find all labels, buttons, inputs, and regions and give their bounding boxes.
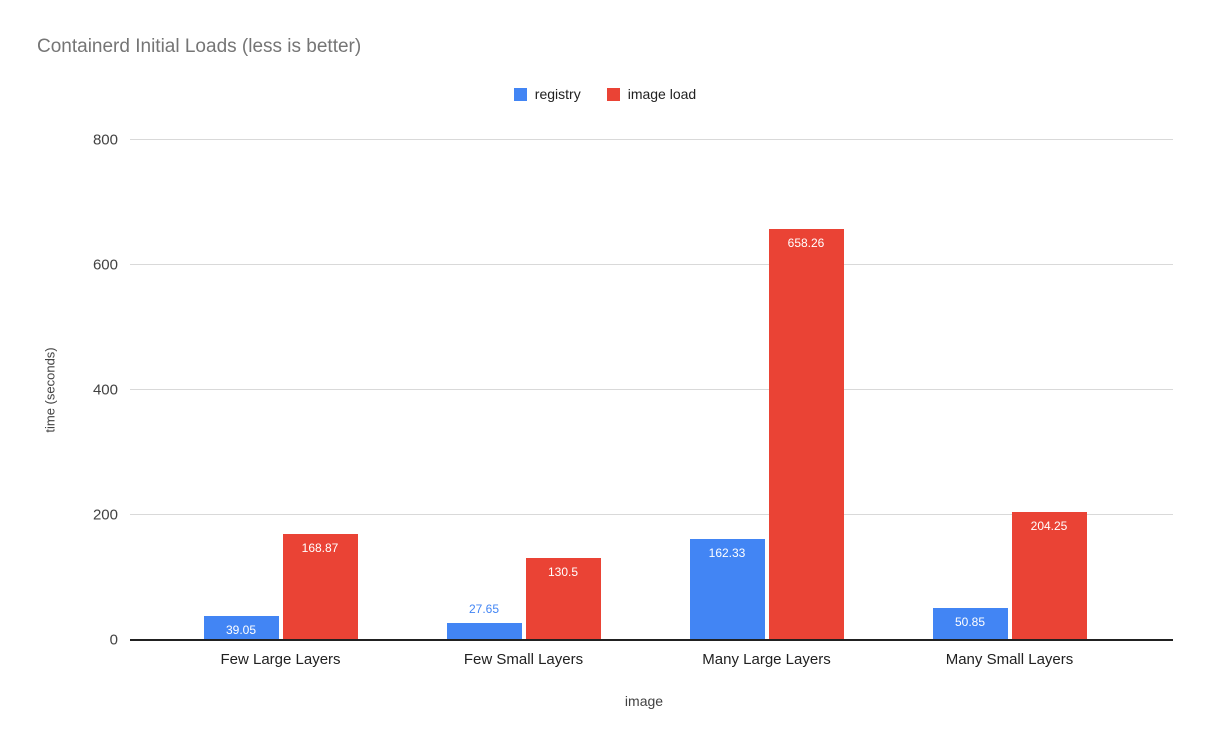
bar-value-label: 27.65: [468, 601, 500, 616]
category-label: Many Small Layers: [945, 651, 1074, 668]
category-label: Few Small Layers: [463, 651, 584, 668]
bar-image-load: 130.5: [525, 558, 601, 640]
bar-value-label: 658.26: [787, 235, 825, 250]
bar-image-load: 168.87: [282, 534, 358, 640]
bar-group: 27.65 130.5: [402, 140, 645, 640]
bar-image-load: 204.25: [1011, 512, 1087, 640]
category-label: Few Large Layers: [220, 651, 341, 668]
legend-item-image-load: image load: [606, 86, 697, 102]
bar-value-label: 39.05: [225, 622, 257, 637]
y-tick-label: 200: [92, 506, 118, 524]
category-label: Many Large Layers: [702, 651, 831, 668]
bar-image-load: 658.26: [768, 228, 844, 640]
y-tick-label: 0: [109, 631, 118, 649]
bar-value-label: 50.85: [954, 615, 986, 630]
y-tick-label: 800: [92, 131, 118, 149]
legend-label: image load: [627, 86, 697, 102]
gridline: [130, 264, 1173, 265]
bar-value-label: 204.25: [1030, 519, 1068, 534]
bar-registry: 162.33: [689, 538, 765, 640]
legend-swatch: [513, 87, 527, 101]
bar-registry: 27.65: [446, 602, 522, 640]
bar-registry: 39.05: [203, 615, 279, 640]
chart-title: Containerd Initial Loads (less is better…: [37, 36, 362, 57]
gridline: [130, 389, 1173, 390]
bar-group: 39.05 168.87: [159, 140, 402, 640]
bar-value-label: 168.87: [301, 541, 339, 556]
x-axis-title: image: [624, 693, 664, 709]
gridline: [130, 139, 1173, 140]
y-axis-title: time (seconds): [42, 347, 58, 433]
category-labels-row: Few Large Layers Few Small Layers Many Lar…: [159, 651, 1131, 668]
legend-swatch: [606, 87, 620, 101]
bars-layer: 39.05 168.87 27.65 130.5 162.33 658.26 50.85 20…: [159, 140, 1131, 640]
bar-value-label: 162.33: [708, 545, 746, 560]
y-tick-label: 600: [92, 256, 118, 274]
plot-area: 0 200 400 600 800 39.05 168.87 27.65 130.5 162.3…: [93, 132, 1173, 668]
bar-group: 50.85 204.25: [888, 140, 1131, 640]
y-tick-label: 400: [92, 381, 118, 399]
x-axis-line: [130, 639, 1173, 641]
bar-group: 162.33 658.26: [645, 140, 888, 640]
chart-legend: registry image load: [0, 86, 1210, 102]
legend-label: registry: [534, 86, 581, 102]
bar-value-label: 130.5: [547, 565, 579, 580]
legend-item-registry: registry: [513, 86, 581, 102]
gridline: [130, 514, 1173, 515]
bar-registry: 50.85: [932, 608, 1008, 640]
